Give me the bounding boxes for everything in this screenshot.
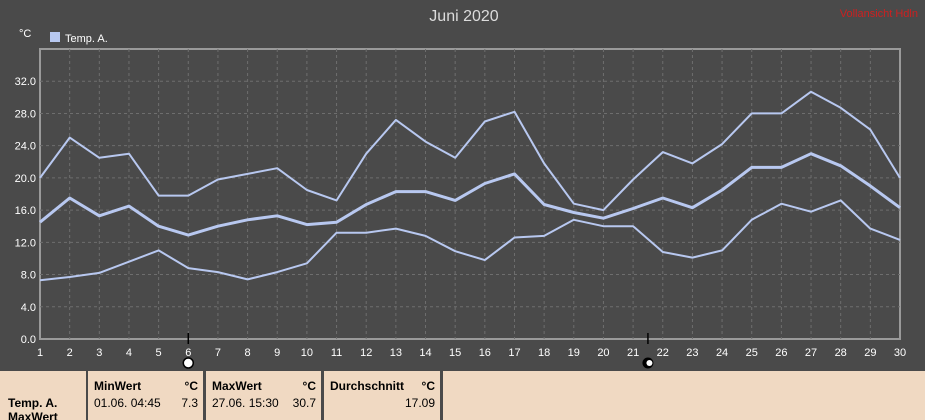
x-tick-label: 14 (419, 347, 431, 359)
sun-icon (182, 357, 195, 369)
x-tick-label: 19 (568, 347, 580, 359)
avg-unit: °C (421, 379, 435, 393)
x-tick-label: 18 (538, 347, 550, 359)
y-tick-label: 16.0 (15, 205, 36, 217)
x-tick-label: 20 (597, 347, 609, 359)
stats-max-box: MaxWert °C 27.06. 15:30 30.7 (206, 371, 321, 420)
x-tick-label: 22 (657, 347, 669, 359)
x-tick-label: 27 (805, 347, 817, 359)
x-tick-label: 3 (96, 347, 102, 359)
stats-panel: Temp. A. MaxWert MinWert °C 01.06. 04:45… (0, 371, 925, 420)
chart-canvas: Juni 2020 Vollansicht Hdln °C Temp. A. 0… (15, 8, 918, 369)
x-tick-label: 16 (479, 347, 491, 359)
y-tick-label: 28.0 (15, 108, 36, 120)
x-tick-label: 4 (126, 347, 132, 359)
y-tick-label: 0.0 (21, 334, 36, 346)
y-tick-label: 4.0 (21, 302, 36, 314)
x-tick-label: 13 (390, 347, 402, 359)
series-line-avg (39, 152, 901, 237)
x-tick-label: 2 (67, 347, 73, 359)
x-tick-label: 26 (775, 347, 787, 359)
y-tick-label: 24.0 (15, 141, 36, 153)
min-header: MinWert (94, 379, 142, 393)
x-tick-label: 21 (627, 347, 639, 359)
y-tick-label: 8.0 (21, 270, 36, 282)
series-line-min (39, 199, 901, 282)
stats-min-box: MinWert °C 01.06. 04:45 7.3 (88, 371, 203, 420)
moon-icon-highlight (646, 360, 653, 366)
max-unit: °C (302, 379, 316, 393)
x-tick-label: 28 (835, 347, 847, 359)
y-axis-unit: °C (19, 28, 31, 40)
max-datetime: 27.06. 15:30 (212, 396, 279, 410)
y-tick-label: 12.0 (15, 237, 36, 249)
y-tick-label: 20.0 (15, 173, 36, 185)
x-tick-label: 17 (508, 347, 520, 359)
x-tick-label: 7 (215, 347, 221, 359)
min-value: 7.3 (181, 396, 198, 410)
x-tick-label: 9 (274, 347, 280, 359)
max-header: MaxWert (212, 379, 262, 393)
x-tick-label: 8 (245, 347, 251, 359)
stats-empty-area (443, 371, 925, 420)
x-tick-label: 24 (716, 347, 728, 359)
plot-area: 0.04.08.012.016.020.024.028.032.01 2 3 4 5 6 7… (15, 48, 906, 369)
x-tick-label: 6 (185, 347, 191, 359)
x-tick-label: 1 (37, 347, 43, 359)
min-datetime: 01.06. 04:45 (94, 396, 161, 410)
x-tick-label: 12 (360, 347, 372, 359)
series-line-max (39, 90, 901, 212)
x-tick-label: 10 (301, 347, 313, 359)
x-tick-label: 30 (894, 347, 906, 359)
x-tick-label: 5 (156, 347, 162, 359)
avg-header: Durchschnitt (330, 379, 405, 393)
plot-border (39, 48, 901, 340)
stats-row-label-2: MaxWert (8, 410, 58, 420)
x-tick-label: 11 (331, 347, 342, 359)
x-tick-label: 29 (864, 347, 876, 359)
stats-avg-box: Durchschnitt °C 17.09 (324, 371, 440, 420)
legend-swatch (50, 32, 60, 42)
legend-label: Temp. A. (65, 33, 108, 45)
y-tick-label: 32.0 (15, 76, 36, 88)
x-tick-label: 23 (686, 347, 698, 359)
stats-series-box: Temp. A. MaxWert (0, 371, 86, 420)
avg-value: 17.09 (404, 396, 435, 410)
x-tick-label: 15 (449, 347, 461, 359)
corner-label[interactable]: Vollansicht Hdln (840, 8, 918, 20)
max-value: 30.7 (292, 396, 316, 410)
chart-title: Juni 2020 (429, 8, 498, 25)
min-unit: °C (184, 379, 198, 393)
stats-series-label: Temp. A. (8, 396, 58, 410)
x-tick-label: 25 (746, 347, 758, 359)
